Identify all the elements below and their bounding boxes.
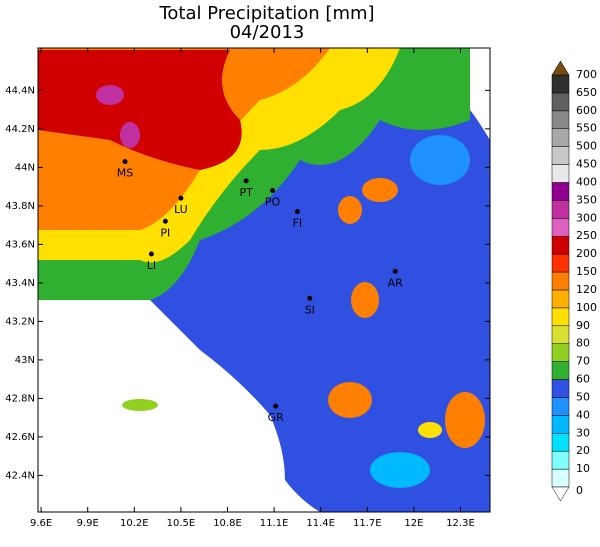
city-dot (148, 251, 154, 257)
city-dot (294, 209, 300, 215)
colorbar-label: 450 (576, 158, 597, 171)
colorbar-segment (551, 468, 570, 488)
colorbar-label: 350 (576, 193, 597, 206)
colorbar-segment (551, 146, 570, 165)
x-tick-label: 10.8E (213, 518, 242, 529)
colorbar-label: 400 (576, 175, 597, 188)
colorbar-segment (551, 128, 570, 147)
city-label: LI (147, 259, 156, 272)
precip-field (38, 48, 490, 512)
colorbar-segment (551, 433, 570, 452)
colorbar-label: 200 (576, 247, 597, 260)
colorbar-segment (551, 218, 570, 237)
y-tick-label: 44.2N (5, 124, 35, 135)
city-label: MS (117, 167, 133, 180)
colorbar-segment (551, 74, 570, 94)
y-tick-label: 43.4N (5, 278, 35, 289)
y-tick-label: 42.6N (5, 432, 35, 443)
map-frame (37, 47, 491, 513)
colorbar-segment (551, 343, 570, 362)
x-tick-label: 12E (404, 518, 423, 529)
colorbar-label: 150 (576, 265, 597, 278)
colorbar-segment (551, 253, 570, 273)
city-label: PT (239, 186, 253, 199)
colorbar-label: 120 (576, 283, 597, 296)
x-tick-label: 9.9E (77, 518, 99, 529)
colorbar-segment (551, 379, 570, 398)
y-tick-label: 44.4N (5, 85, 35, 96)
city-dot (162, 218, 168, 224)
colorbar-over (551, 60, 570, 76)
colorbar-label: 90 (576, 319, 590, 332)
city-dot (270, 187, 276, 193)
city-dot (122, 159, 128, 165)
x-tick-label: 10.2E (120, 518, 149, 529)
colorbar-label: 30 (576, 426, 590, 439)
colorbar-segment (551, 450, 570, 470)
colorbar-label: 80 (576, 337, 590, 350)
colorbar-label: 300 (576, 211, 597, 224)
colorbar-segment (551, 110, 570, 129)
colorbar-label: 700 (576, 68, 597, 81)
city-dot (273, 403, 279, 409)
colorbar-label: 500 (576, 140, 597, 153)
y-tick-label: 42.4N (5, 470, 35, 481)
city-label: FI (293, 217, 303, 230)
x-tick-label: 10.5E (167, 518, 196, 529)
y-tick-label: 42.8N (5, 393, 35, 404)
colorbar-label: 10 (576, 462, 590, 475)
x-tick-label: 9.6E (30, 518, 52, 529)
city-label: AR (388, 276, 404, 289)
title: Total Precipitation [mm] (158, 3, 374, 24)
city-label: PO (265, 195, 281, 208)
colorbar-segment (551, 415, 570, 434)
colorbar-segment (551, 92, 570, 112)
colorbar-label: 100 (576, 301, 597, 314)
colorbar-label: 650 (576, 86, 597, 99)
city-label: GR (268, 411, 285, 424)
colorbar-segment (551, 164, 570, 183)
colorbar-label: 70 (576, 355, 590, 368)
y-tick-label: 43.6N (5, 239, 35, 250)
colorbar-label: 600 (576, 104, 597, 117)
subtitle: 04/2013 (230, 22, 305, 43)
x-tick-label: 11.1E (260, 518, 289, 529)
colorbar-label: 40 (576, 408, 590, 421)
colorbar-segment (551, 200, 570, 219)
city-dot (392, 268, 398, 274)
colorbar-segment (551, 235, 570, 255)
x-tick-label: 11.7E (353, 518, 382, 529)
colorbar-segment (551, 361, 570, 380)
colorbar-under (551, 486, 570, 502)
colorbar-segment (551, 182, 570, 201)
colorbar-label: 550 (576, 122, 597, 135)
colorbar-segment (551, 397, 570, 416)
colorbar-label: 250 (576, 229, 597, 242)
city-dot (307, 295, 313, 301)
colorbar-label: 0 (576, 484, 583, 497)
y-tick-label: 43N (15, 355, 35, 366)
y-tick-label: 43.2N (5, 316, 35, 327)
city-label: PI (160, 226, 170, 239)
colorbar-segment (551, 289, 570, 309)
colorbar-segment (551, 271, 570, 291)
y-tick-label: 44N (15, 162, 35, 173)
colorbar-segment (551, 325, 570, 344)
colorbar-segment (551, 307, 570, 327)
x-tick-label: 11.4E (306, 518, 335, 529)
city-label: LU (174, 203, 188, 216)
colorbar-label: 20 (576, 444, 590, 457)
y-tick-label: 43.8N (5, 201, 35, 212)
city-label: SI (305, 303, 315, 316)
colorbar-label: 50 (576, 390, 590, 403)
city-dot (243, 178, 249, 184)
x-tick-label: 12.3E (446, 518, 475, 529)
colorbar-label: 60 (576, 373, 590, 386)
city-dot (178, 195, 184, 201)
